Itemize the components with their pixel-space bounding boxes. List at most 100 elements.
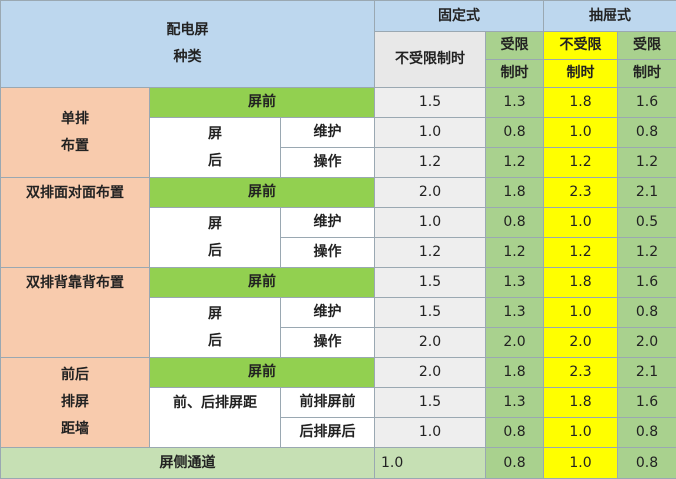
- value-cell: 0.8: [486, 448, 544, 479]
- screen-back-line1: 屏: [150, 301, 280, 328]
- value-cell: 2.0: [618, 328, 676, 358]
- maintain-label: 维护: [281, 208, 375, 238]
- screen-back-label: 屏 后: [150, 298, 281, 358]
- screen-back-line2: 后: [150, 148, 280, 175]
- table-row: 双排背靠背布置 屏前 1.5 1.3 1.8 1.6: [1, 268, 676, 298]
- value-cell: 1.8: [544, 268, 618, 298]
- type-header-line2: 种类: [1, 44, 374, 71]
- value-cell: 1.0: [375, 118, 486, 148]
- value-cell: 1.2: [544, 148, 618, 178]
- type-header: 配电屏 种类: [1, 1, 375, 88]
- fixed-limited-header-line1: 受限: [486, 32, 544, 60]
- screen-front-label: 屏前: [150, 268, 375, 298]
- value-cell: 2.3: [544, 178, 618, 208]
- value-cell: 0.8: [486, 118, 544, 148]
- value-cell: 1.0: [544, 448, 618, 479]
- table-row: 单排 布置 屏前 1.5 1.3 1.8 1.6: [1, 88, 676, 118]
- value-cell: 1.8: [486, 178, 544, 208]
- fixed-header: 固定式: [375, 1, 544, 32]
- value-cell: 0.8: [486, 418, 544, 448]
- drawer-header: 抽屉式: [544, 1, 676, 32]
- value-cell: 1.2: [618, 238, 676, 268]
- group-label-line1: 双排面对面布置: [1, 178, 149, 208]
- drawer-limited-header-line2: 制时: [618, 60, 676, 88]
- screen-back-line2: 后: [150, 328, 280, 355]
- operate-label: 操作: [281, 148, 375, 178]
- group-face-to-face: 双排面对面布置: [1, 178, 150, 268]
- value-cell: 2.1: [618, 358, 676, 388]
- operate-label: 操作: [281, 328, 375, 358]
- screen-back-line1: 屏: [150, 211, 280, 238]
- value-cell: 0.8: [618, 418, 676, 448]
- group-label-line2: 排屏: [1, 389, 149, 416]
- value-cell: 2.3: [544, 358, 618, 388]
- value-cell: 1.6: [618, 388, 676, 418]
- value-cell: 1.0: [544, 208, 618, 238]
- value-cell: 1.3: [486, 298, 544, 328]
- value-cell: 1.0: [375, 418, 486, 448]
- group-back-to-back: 双排背靠背布置: [1, 268, 150, 358]
- value-cell: 1.0: [544, 118, 618, 148]
- value-cell: 1.3: [486, 88, 544, 118]
- screen-back-label: 屏 后: [150, 208, 281, 268]
- group-label-line1: 双排背靠背布置: [1, 268, 149, 298]
- value-cell: 1.2: [544, 238, 618, 268]
- group-label-line1: 前后: [1, 362, 149, 389]
- value-cell: 2.1: [618, 178, 676, 208]
- value-cell: 1.5: [375, 298, 486, 328]
- value-cell: 1.8: [544, 388, 618, 418]
- side-aisle-label: 屏侧通道: [1, 448, 375, 479]
- value-cell: 0.8: [486, 208, 544, 238]
- value-cell: 1.0: [375, 448, 486, 479]
- value-cell: 1.2: [375, 148, 486, 178]
- value-cell: 1.2: [486, 148, 544, 178]
- fixed-unlimited-header: 不受限制时: [375, 32, 486, 88]
- value-cell: 1.0: [544, 418, 618, 448]
- back-row-screen-back-label: 后排屏后: [281, 418, 375, 448]
- value-cell: 1.0: [375, 208, 486, 238]
- operate-label: 操作: [281, 238, 375, 268]
- table-row: 前后 排屏 距墙 屏前 2.0 1.8 2.3 2.1: [1, 358, 676, 388]
- type-header-line1: 配电屏: [1, 17, 374, 44]
- table-row: 双排面对面布置 屏前 2.0 1.8 2.3 2.1: [1, 178, 676, 208]
- group-label-line1: 单排: [1, 106, 149, 133]
- value-cell: 0.5: [618, 208, 676, 238]
- front-back-screen-distance-label: 前、后排屏距: [150, 388, 281, 448]
- value-cell: 1.0: [544, 298, 618, 328]
- screen-back-line1: 屏: [150, 121, 280, 148]
- maintain-label: 维护: [281, 118, 375, 148]
- screen-front-label: 屏前: [150, 358, 375, 388]
- value-cell: 1.2: [486, 238, 544, 268]
- value-cell: 2.0: [375, 328, 486, 358]
- drawer-unlimited-header-line2: 制时: [544, 60, 618, 88]
- group-distance-to-wall: 前后 排屏 距墙: [1, 358, 150, 448]
- screen-front-label: 屏前: [150, 178, 375, 208]
- value-cell: 1.3: [486, 268, 544, 298]
- value-cell: 2.0: [375, 358, 486, 388]
- value-cell: 1.2: [618, 148, 676, 178]
- value-cell: 2.0: [375, 178, 486, 208]
- value-cell: 1.5: [375, 88, 486, 118]
- value-cell: 2.0: [544, 328, 618, 358]
- value-cell: 1.3: [486, 388, 544, 418]
- value-cell: 1.5: [375, 388, 486, 418]
- value-cell: 1.5: [375, 268, 486, 298]
- screen-front-label: 屏前: [150, 88, 375, 118]
- drawer-limited-header-line1: 受限: [618, 32, 676, 60]
- table-row: 屏侧通道 1.0 0.8 1.0 0.8: [1, 448, 676, 479]
- group-single-row: 单排 布置: [1, 88, 150, 178]
- screen-back-line2: 后: [150, 238, 280, 265]
- drawer-unlimited-header-line1: 不受限: [544, 32, 618, 60]
- value-cell: 2.0: [486, 328, 544, 358]
- value-cell: 1.2: [375, 238, 486, 268]
- value-cell: 0.8: [618, 298, 676, 328]
- front-row-screen-front-label: 前排屏前: [281, 388, 375, 418]
- fixed-limited-header-line2: 制时: [486, 60, 544, 88]
- value-cell: 1.6: [618, 268, 676, 298]
- value-cell: 1.8: [544, 88, 618, 118]
- value-cell: 0.8: [618, 448, 676, 479]
- group-label-line3: 距墙: [1, 416, 149, 443]
- value-cell: 1.8: [486, 358, 544, 388]
- group-label-line2: 布置: [1, 133, 149, 160]
